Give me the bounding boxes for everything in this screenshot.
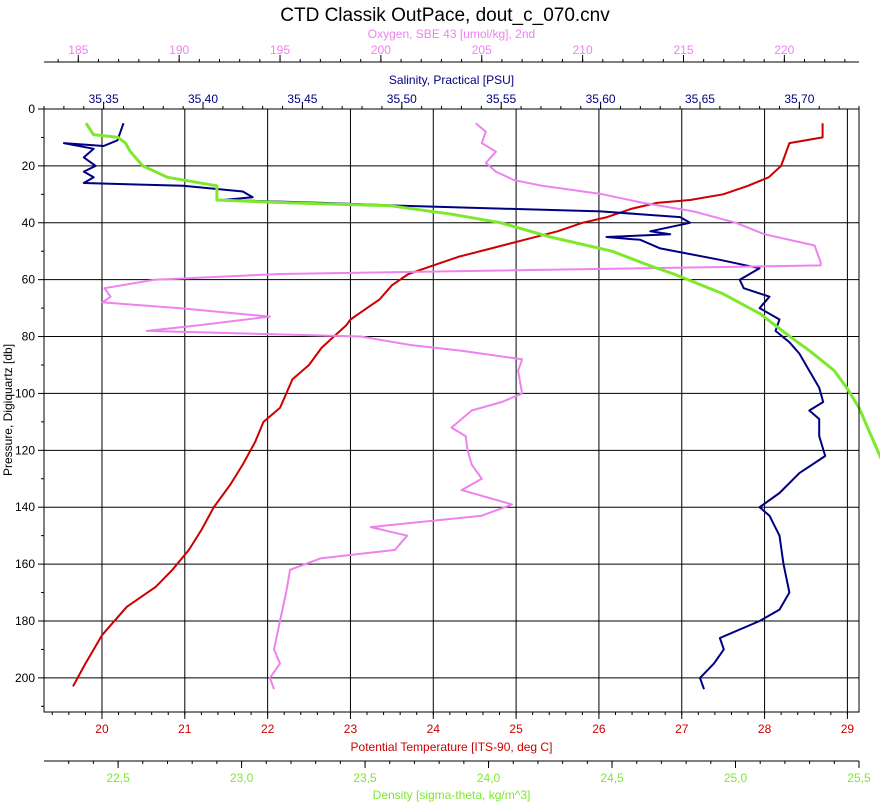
x-tick-label-oxygen-220: 220 xyxy=(774,43,794,57)
x-tick-label-temperature-25: 25 xyxy=(509,722,523,736)
series-line-density xyxy=(84,122,880,460)
x-tick-label-temperature-22: 22 xyxy=(261,722,275,736)
y-tick-label-160: 160 xyxy=(15,557,35,571)
x-tick-label-density-25-5: 25,5 xyxy=(847,771,871,785)
x-tick-label-temperature-23: 23 xyxy=(344,722,358,736)
series-line-temperature xyxy=(72,123,824,687)
x-axis-title-density: Density [sigma-theta, kg/m^3] xyxy=(373,788,531,802)
x-tick-label-temperature-29: 29 xyxy=(841,722,855,736)
x-tick-label-density-24-0: 24,0 xyxy=(477,771,501,785)
y-tick-label-200: 200 xyxy=(15,671,35,685)
x-tick-label-salinity-35-45: 35,45 xyxy=(287,92,317,106)
x-axis-title-temperature: Potential Temperature [ITS-90, deg C] xyxy=(351,740,553,754)
x-axis-density: 22,5 23,0 23,5 24,0 24,5 25,0 25,5 Density [sig… xyxy=(44,760,871,802)
x-tick-label-oxygen-200: 200 xyxy=(371,43,391,57)
x-tick-label-salinity-35-60: 35,60 xyxy=(586,92,616,106)
x-tick-label-temperature-26: 26 xyxy=(592,722,606,736)
y-tick-label-20: 20 xyxy=(22,159,36,173)
x-axis-title-salinity: Salinity, Practical [PSU] xyxy=(389,73,514,87)
y-tick-label-40: 40 xyxy=(22,216,36,230)
y-tick-label-120: 120 xyxy=(15,443,35,457)
x-tick-label-density-24-5: 24,5 xyxy=(600,771,624,785)
x-tick-label-temperature-27: 27 xyxy=(675,722,689,736)
x-tick-label-density-23-5: 23,5 xyxy=(353,771,377,785)
x-tick-label-salinity-35-40: 35,40 xyxy=(188,92,218,106)
x-axis-temperature: 20 21 22 23 24 25 26 27 28 29 Potential Temperatur… xyxy=(51,712,855,754)
axes: 0 20 40 60 80 100 120 140 160 180 200 185 190 195 200 2… xyxy=(15,27,871,802)
x-tick-label-salinity-35-35: 35,35 xyxy=(89,92,119,106)
y-axis-label: Pressure, Digiquartz [db] xyxy=(1,344,15,476)
y-tick-label-0: 0 xyxy=(28,102,35,116)
x-tick-label-density-25-0: 25,0 xyxy=(724,771,748,785)
x-tick-label-oxygen-195: 195 xyxy=(270,43,290,57)
x-axis-title-oxygen: Oxygen, SBE 43 [umol/kg], 2nd xyxy=(368,27,535,41)
x-tick-label-salinity-35-55: 35,55 xyxy=(486,92,516,106)
x-tick-label-oxygen-185: 185 xyxy=(68,43,88,57)
x-axis-salinity: 35,35 35,40 35,45 35,50 35,55 35,60 35,65 35,70… xyxy=(43,73,860,109)
y-tick-label-140: 140 xyxy=(15,500,35,514)
x-tick-label-temperature-28: 28 xyxy=(758,722,772,736)
x-tick-label-salinity-35-70: 35,70 xyxy=(784,92,814,106)
y-tick-label-80: 80 xyxy=(22,330,36,344)
chart-title: CTD Classik OutPace, dout_c_070.cnv xyxy=(280,5,610,26)
y-tick-label-100: 100 xyxy=(15,386,35,400)
series-line-oxygen xyxy=(101,122,822,690)
y-tick-label-60: 60 xyxy=(22,273,36,287)
x-tick-label-oxygen-210: 210 xyxy=(573,43,593,57)
series-lines xyxy=(62,122,880,690)
x-tick-label-oxygen-190: 190 xyxy=(169,43,189,57)
x-tick-label-temperature-20: 20 xyxy=(95,722,109,736)
x-tick-label-oxygen-205: 205 xyxy=(472,43,492,57)
x-tick-label-density-22-5: 22,5 xyxy=(106,771,130,785)
x-tick-label-salinity-35-65: 35,65 xyxy=(685,92,715,106)
series-line-salinity xyxy=(62,122,827,690)
x-tick-label-salinity-35-50: 35,50 xyxy=(387,92,417,106)
y-tick-label-180: 180 xyxy=(15,614,35,628)
x-tick-label-temperature-21: 21 xyxy=(178,722,192,736)
x-axis-oxygen: 185 190 195 200 205 210 215 220 Oxygen, SBE 43 [… xyxy=(44,27,859,63)
plot-frame xyxy=(43,108,860,713)
x-tick-label-density-23-0: 23,0 xyxy=(230,771,254,785)
x-tick-label-temperature-24: 24 xyxy=(427,722,441,736)
x-tick-label-oxygen-215: 215 xyxy=(673,43,693,57)
